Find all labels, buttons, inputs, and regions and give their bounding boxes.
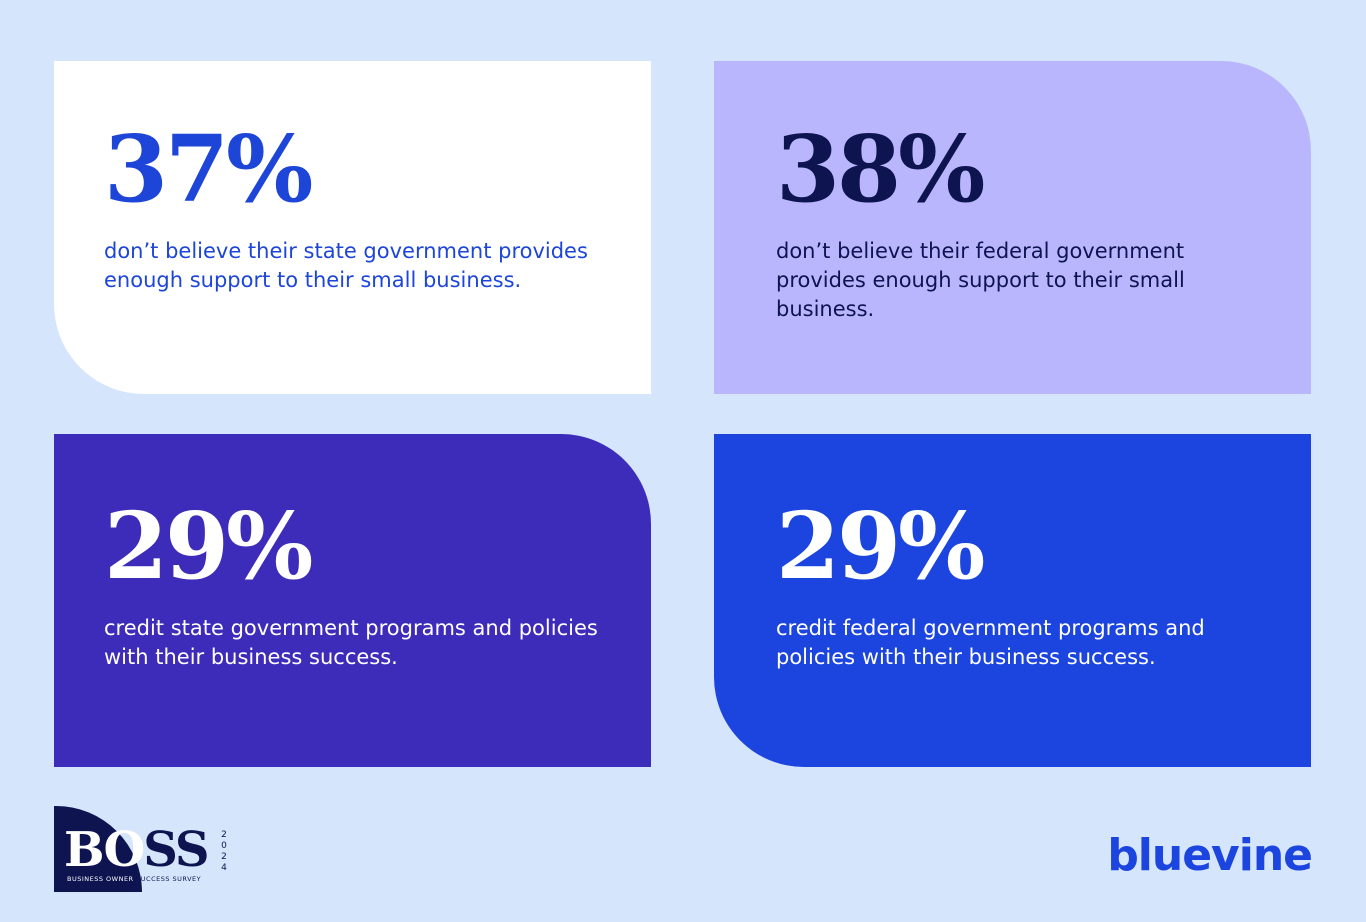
logo-wordmark: BOSS — [64, 822, 210, 878]
logo-wordmark-first: BO — [64, 822, 145, 878]
bluevine-logo: bluevine — [1107, 830, 1313, 881]
stat-description: credit state government programs and pol… — [104, 616, 598, 669]
stat-description: don’t believe their state government pro… — [104, 239, 588, 292]
stat-card-state-support: 37% don’t believe their state government… — [54, 61, 651, 394]
logo-tagline-part2: SUCCESS SURVEY — [133, 875, 202, 883]
stat-value: 38% — [776, 115, 985, 223]
boss-survey-logo: BOSS 2024 BUSINESS OWNER SUCCESS SURVEY — [54, 806, 234, 894]
stat-card-federal-programs: 29% credit federal government programs a… — [714, 434, 1311, 767]
logo-tagline-part1: BUSINESS OWNER — [67, 875, 134, 883]
logo-wordmark-rest: SS — [143, 822, 209, 878]
stat-value: 29% — [104, 492, 313, 600]
stat-description: credit federal government programs and p… — [776, 616, 1205, 669]
stat-card-state-programs: 29% credit state government programs and… — [54, 434, 651, 767]
stat-description: don’t believe their federal government p… — [776, 239, 1185, 321]
stat-value: 29% — [776, 492, 985, 600]
logo-year: 2024 — [221, 830, 227, 873]
stat-card-federal-support: 38% don’t believe their federal governme… — [714, 61, 1311, 394]
stat-value: 37% — [104, 115, 313, 223]
logo-tagline: BUSINESS OWNER SUCCESS SURVEY — [67, 875, 201, 883]
